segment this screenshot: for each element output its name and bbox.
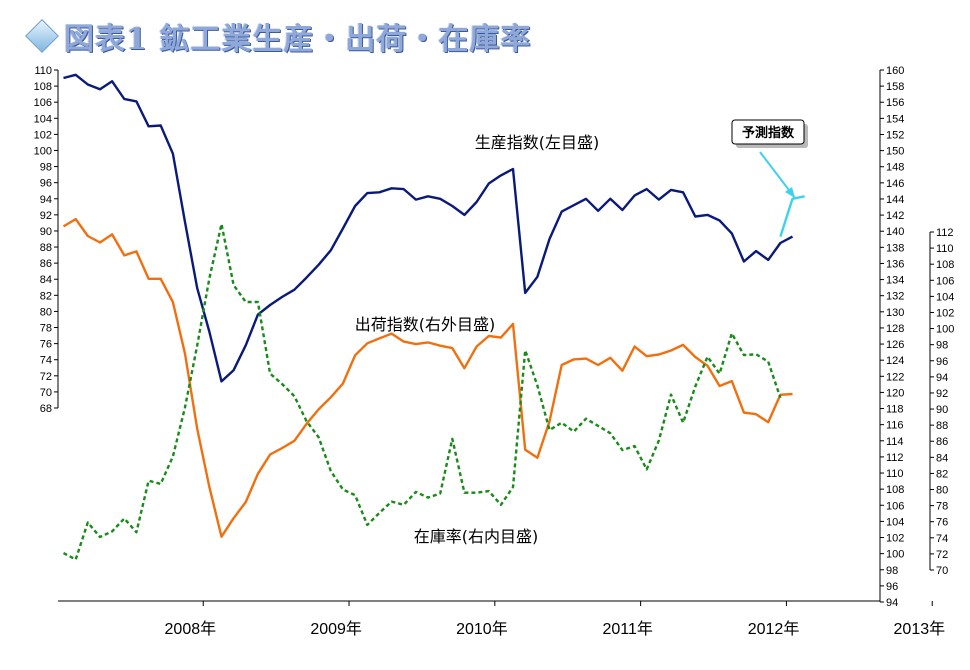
x-tick-label: 2009年 [310,620,362,638]
right_outer-tick-label: 94 [886,597,898,609]
left-tick-label: 100 [34,145,52,157]
left-tick-label: 78 [40,323,52,335]
right_outer-tick-label: 154 [886,113,904,125]
right_outer-tick-label: 148 [886,162,904,174]
left-tick-label: 102 [34,129,52,141]
right_outer-tick-label: 158 [886,81,904,93]
right_outer-tick-label: 134 [886,275,904,287]
right_inner-tick-label: 94 [936,372,948,384]
right_inner-tick-label: 72 [936,549,948,561]
left-tick-label: 68 [40,403,52,415]
right_outer-tick-label: 124 [886,355,904,367]
left-tick-label: 72 [40,371,52,383]
series-annotation: 生産指数(左目盛) [475,133,600,152]
right_inner-tick-label: 74 [936,533,948,545]
right_inner-tick-label: 80 [936,485,948,497]
right_outer-tick-label: 136 [886,258,904,270]
right_inner-tick-label: 90 [936,404,948,416]
left-tick-label: 76 [40,339,52,351]
right_inner-tick-label: 112 [936,227,954,239]
left-tick-label: 110 [34,65,52,77]
left-tick-label: 108 [34,81,52,93]
right_outer-tick-label: 108 [886,484,904,496]
left-tick-label: 80 [40,306,52,318]
right_outer-tick-label: 100 [886,549,904,561]
right_outer-tick-label: 152 [886,129,904,141]
left-tick-label: 84 [40,274,52,286]
right_inner-tick-label: 102 [936,307,954,319]
right_inner-tick-label: 104 [936,291,954,303]
right_outer-tick-label: 144 [886,194,904,206]
right_inner-tick-label: 92 [936,388,948,400]
left-tick-label: 98 [40,162,52,174]
left-tick-label: 88 [40,242,52,254]
right_outer-tick-label: 126 [886,339,904,351]
x-tick-label: 2011年 [603,620,653,638]
right_inner-tick-label: 100 [936,324,954,336]
right_outer-tick-label: 110 [886,468,904,480]
right_inner-tick-label: 88 [936,420,948,432]
x-tick-label: 2013年 [894,620,946,638]
right_inner-tick-label: 78 [936,501,948,513]
right_inner-tick-label: 76 [936,517,948,529]
right_outer-tick-label: 150 [886,146,904,158]
right_outer-tick-label: 102 [886,533,904,545]
x-tick-label: 2010年 [456,620,508,638]
right_outer-tick-label: 132 [886,291,904,303]
chart-title-text: 図表1 鉱工業生産・出荷・在庫率 [64,22,532,57]
right_outer-tick-label: 104 [886,516,904,528]
series-line-3 [62,222,782,561]
right_outer-tick-label: 130 [886,307,904,319]
right_outer-tick-label: 116 [886,420,904,432]
right_outer-tick-label: 98 [886,565,898,577]
right_outer-tick-label: 114 [886,436,904,448]
right_inner-tick-label: 106 [936,275,954,287]
right_inner-tick-label: 84 [936,452,948,464]
right_inner-tick-label: 110 [936,243,954,255]
right_outer-tick-label: 160 [886,65,904,77]
x-tick-label: 2008年 [165,620,217,638]
right_outer-tick-label: 146 [886,178,904,190]
callout-label: 予測指数 [742,125,795,141]
right_inner-tick-label: 108 [936,259,954,271]
left-tick-label: 104 [34,113,52,125]
left-tick-label: 74 [40,355,52,367]
callout-box [731,119,805,145]
right_outer-tick-label: 106 [886,500,904,512]
right_outer-tick-label: 112 [886,452,904,464]
left-tick-label: 96 [40,178,52,190]
callout-arrow-head [785,187,795,198]
chart-title: 図表1 鉱工業生産・出荷・在庫率 [25,12,532,60]
right_outer-tick-label: 138 [886,242,904,254]
left-tick-label: 94 [40,194,52,206]
right_outer-tick-label: 128 [886,323,904,335]
left-tick-label: 90 [40,226,52,238]
right_inner-tick-label: 70 [936,565,948,577]
left-tick-label: 106 [34,97,52,109]
series-line-2 [62,217,793,538]
series-line-0 [63,73,794,383]
x-tick-label: 2012年 [748,620,800,638]
left-tick-label: 70 [40,387,52,399]
series-annotation: 出荷指数(右外目盛) [355,315,496,334]
right_outer-tick-label: 142 [886,210,904,222]
right_outer-tick-label: 156 [886,97,904,109]
right_outer-tick-label: 122 [886,371,904,383]
right_inner-tick-label: 86 [936,436,948,448]
right_outer-tick-label: 140 [886,226,904,238]
left-tick-label: 92 [40,210,52,222]
left-tick-label: 86 [40,258,52,270]
right_inner-tick-label: 98 [936,340,948,352]
series-annotation: 在庫率(右内目盛) [414,527,539,546]
left-tick-label: 82 [40,290,52,302]
series-line-1 [779,195,805,237]
right_outer-tick-label: 118 [886,404,904,416]
right_inner-tick-label: 82 [936,468,948,480]
right_inner-tick-label: 96 [936,356,948,368]
right_outer-tick-label: 120 [886,387,904,399]
right_outer-tick-label: 96 [886,581,898,593]
